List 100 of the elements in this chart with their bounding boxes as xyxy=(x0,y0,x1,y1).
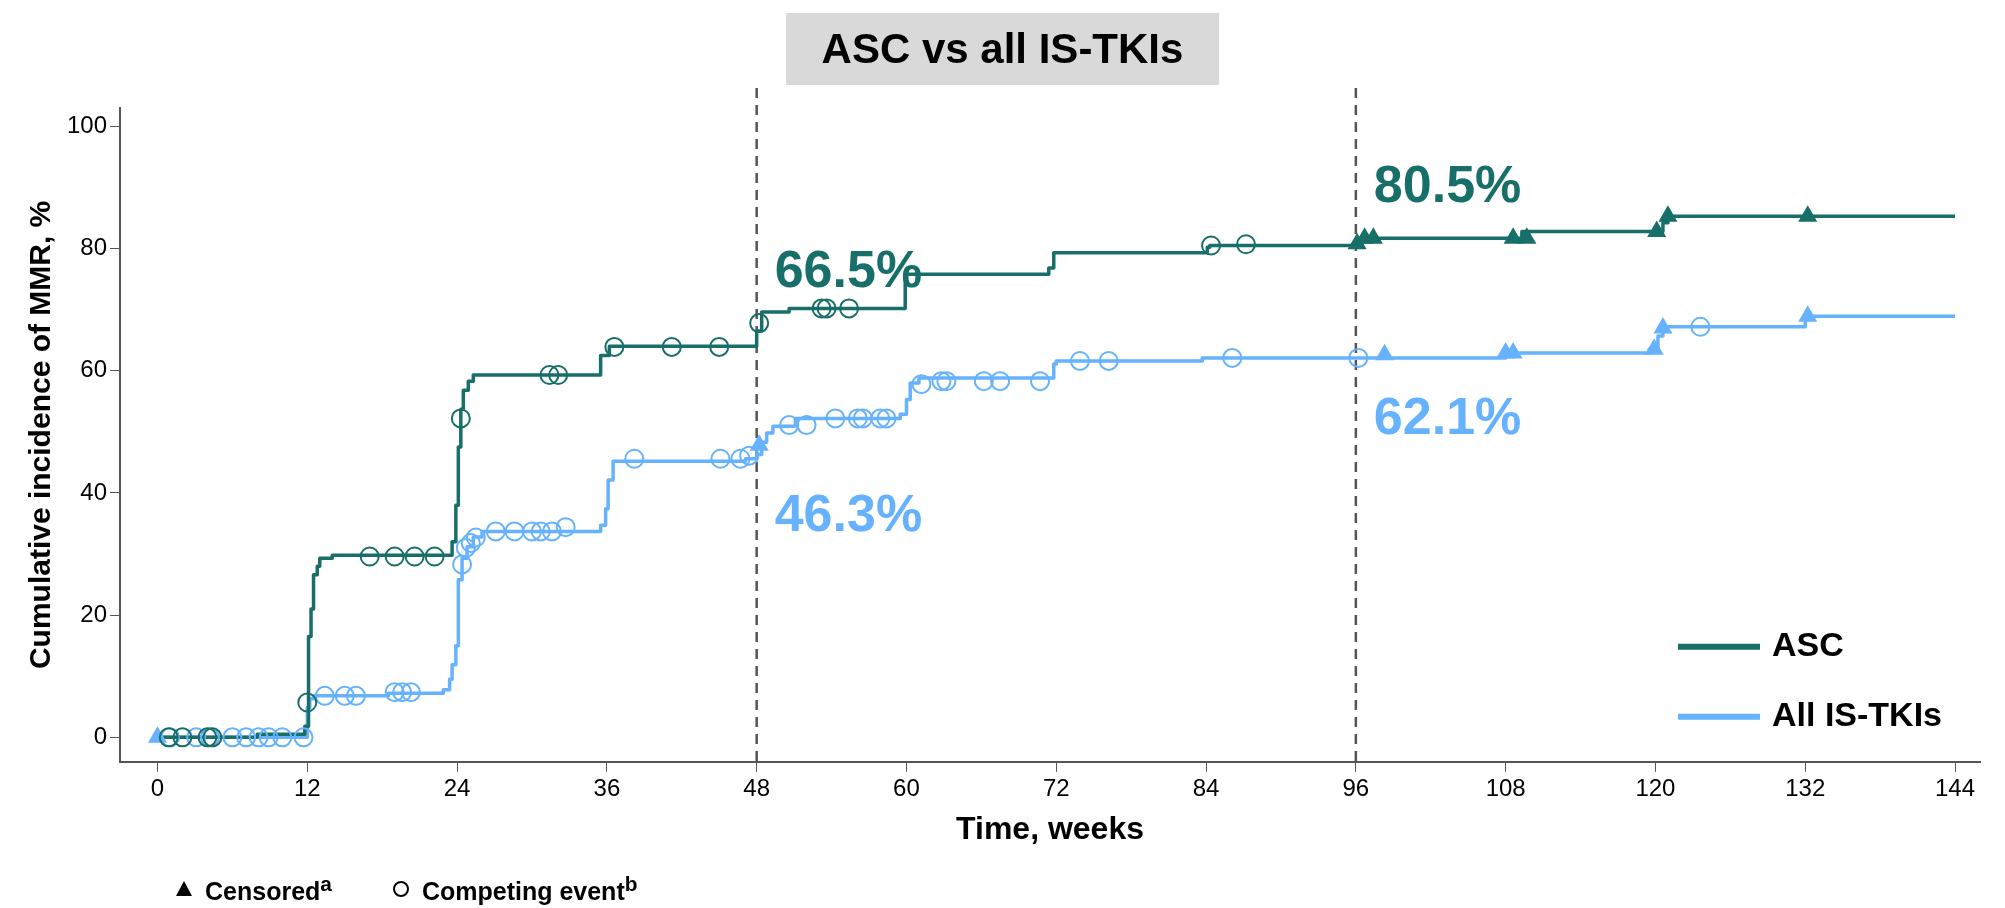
point xyxy=(1098,350,1119,371)
point xyxy=(222,727,243,748)
point xyxy=(973,371,994,392)
chart-title: ASC vs all IS-TKIs xyxy=(785,13,1220,85)
point xyxy=(852,408,873,429)
y-tick-label: 40 xyxy=(80,477,108,505)
x-tick-label: 36 xyxy=(593,773,621,801)
point xyxy=(710,448,731,469)
point xyxy=(1030,371,1051,392)
point xyxy=(539,365,560,386)
x-tick-label: 96 xyxy=(1342,773,1370,801)
text: Competing event$^{b}$ xyxy=(421,872,638,907)
point xyxy=(931,371,952,392)
point xyxy=(1069,350,1090,371)
y-axis-title: Cumulative incidence of MMR, % xyxy=(23,200,57,670)
point xyxy=(1364,228,1383,244)
point xyxy=(345,685,366,706)
text: Censored$^{a}$ xyxy=(205,872,332,907)
y-tick-label: 60 xyxy=(80,355,108,383)
point xyxy=(990,371,1011,392)
point xyxy=(911,374,932,395)
x-tick-label: 144 xyxy=(1935,773,1976,801)
point xyxy=(936,371,957,392)
point xyxy=(1798,306,1817,322)
data-label: 62.1% xyxy=(1373,387,1522,446)
x-axis-title: Time, weeks xyxy=(956,809,1145,846)
x-tick-label: 132 xyxy=(1785,773,1826,801)
point xyxy=(779,415,800,436)
point xyxy=(811,298,832,319)
point xyxy=(730,448,751,469)
point xyxy=(172,727,193,748)
point xyxy=(548,365,569,386)
point xyxy=(392,682,413,703)
legend-label: ASC xyxy=(1771,625,1844,664)
point xyxy=(604,336,625,357)
point xyxy=(750,435,768,451)
point xyxy=(455,537,476,558)
y-tick-label: 20 xyxy=(80,599,108,627)
point xyxy=(314,685,335,706)
point xyxy=(1222,347,1243,368)
point xyxy=(1236,234,1256,255)
point xyxy=(796,415,817,436)
point xyxy=(384,546,405,567)
point xyxy=(465,527,486,548)
point xyxy=(272,727,293,748)
point xyxy=(186,727,207,748)
point xyxy=(870,408,891,429)
y-tick-label: 0 xyxy=(93,721,108,749)
point xyxy=(624,448,645,469)
y-tick-label: 80 xyxy=(80,233,108,261)
point xyxy=(258,727,279,748)
x-tick-label: 12 xyxy=(293,773,321,801)
legend-label: All IS-TKIs xyxy=(1771,695,1943,734)
point xyxy=(334,685,355,706)
data-label: 46.3% xyxy=(774,483,923,542)
point xyxy=(1504,228,1522,244)
point xyxy=(452,554,473,575)
point xyxy=(400,682,421,703)
x-tick-label: 0 xyxy=(150,773,165,801)
point xyxy=(876,408,897,429)
point xyxy=(541,521,562,542)
point xyxy=(1201,235,1222,256)
data-label: 80.5% xyxy=(1373,154,1522,213)
point xyxy=(404,546,425,567)
point xyxy=(359,546,380,567)
point xyxy=(460,533,481,554)
point xyxy=(1375,344,1394,361)
point xyxy=(450,408,471,429)
point xyxy=(485,521,506,542)
point xyxy=(504,521,525,542)
x-tick-label: 60 xyxy=(893,773,920,801)
point xyxy=(293,727,314,748)
point xyxy=(847,408,868,429)
x-tick-label: 84 xyxy=(1192,773,1220,801)
point xyxy=(749,313,770,334)
x-tick-label: 48 xyxy=(743,773,771,801)
data-label: 66.5% xyxy=(774,240,923,299)
point xyxy=(825,408,846,429)
point xyxy=(709,336,730,357)
point xyxy=(1690,316,1711,337)
x-tick-label: 72 xyxy=(1042,773,1070,801)
x-tick-label: 24 xyxy=(443,773,471,801)
point xyxy=(839,298,860,319)
y-tick-label: 100 xyxy=(67,110,108,138)
point xyxy=(661,336,682,357)
x-tick-label: 108 xyxy=(1485,773,1526,801)
point xyxy=(424,546,445,567)
point xyxy=(1798,206,1817,222)
x-tick-label: 120 xyxy=(1635,773,1676,801)
point xyxy=(521,521,542,542)
point xyxy=(816,298,837,319)
point xyxy=(248,727,269,748)
point xyxy=(530,521,551,542)
point xyxy=(297,692,318,713)
point xyxy=(1645,339,1663,355)
point xyxy=(739,445,760,466)
point xyxy=(384,682,405,703)
point xyxy=(1659,206,1677,222)
point xyxy=(1518,228,1536,244)
point xyxy=(555,517,576,538)
